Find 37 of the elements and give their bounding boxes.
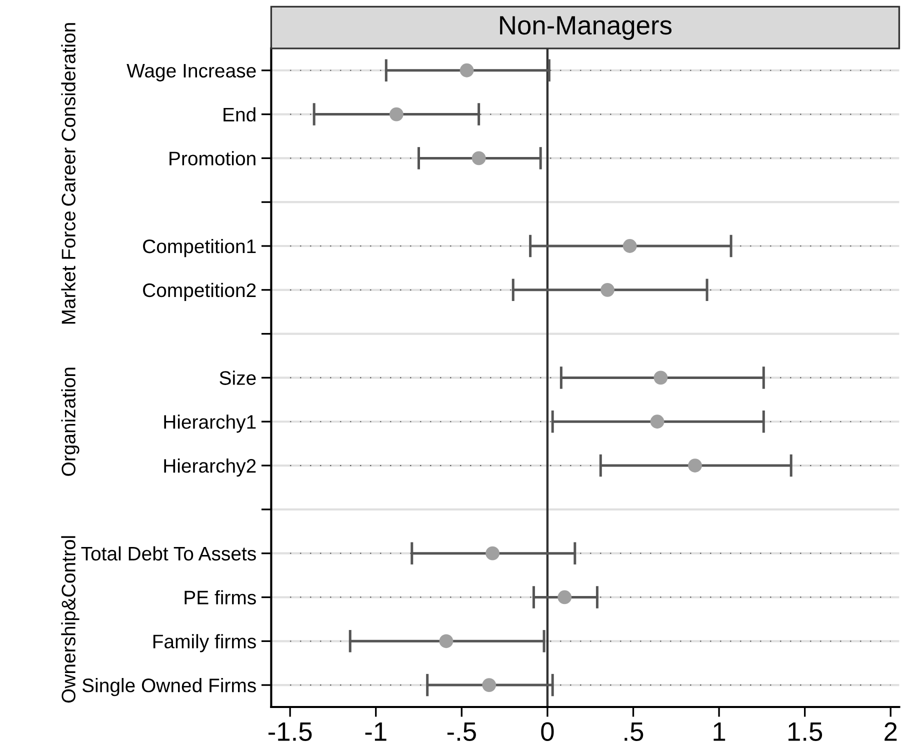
x-tick-label: -1 — [365, 722, 386, 741]
point — [439, 634, 454, 648]
y-tick-label: Competition2 — [143, 282, 256, 301]
point — [472, 151, 486, 166]
point — [486, 546, 500, 560]
text: Market Force — [61, 212, 76, 324]
y-tick-label: Competition1 — [143, 238, 256, 258]
point — [482, 678, 496, 692]
text: Career Consideration — [61, 23, 76, 206]
y-tick-label: End — [224, 107, 256, 122]
chart-title: Non-Managers — [500, 16, 672, 40]
x-tick-label: 0 — [541, 722, 554, 741]
point — [650, 414, 664, 429]
y-tick-label: Promotion — [170, 151, 256, 166]
y-tick-label: Total Debt To Assets — [81, 546, 256, 561]
y-tick-label: Family firms — [153, 634, 256, 652]
y-tick-label: Single Owned Firms — [82, 678, 256, 696]
point — [600, 282, 614, 297]
x-tick-label: 1.5 — [788, 722, 822, 741]
point — [558, 590, 572, 604]
x-tick-label: .5 — [624, 722, 644, 741]
point — [688, 458, 702, 472]
y-tick-label: Wage Increase — [126, 64, 256, 82]
x-tick-label: 1 — [714, 722, 726, 741]
y-tick-label: Size — [220, 370, 256, 385]
x-tick-label: 2 — [884, 722, 897, 741]
text: Ownership&Control — [61, 536, 80, 703]
point — [654, 370, 668, 385]
point — [622, 239, 637, 253]
point — [460, 63, 474, 78]
y-tick-label: Hierarchy2 — [164, 458, 256, 477]
y-tick-label: PE firms — [184, 590, 256, 604]
point — [390, 107, 404, 122]
x-tick-label: -.5 — [447, 722, 476, 741]
x-tick-label: -1.5 — [268, 722, 312, 741]
text: Organization — [61, 368, 80, 476]
y-tick-label: Hierarchy1 — [164, 414, 256, 433]
